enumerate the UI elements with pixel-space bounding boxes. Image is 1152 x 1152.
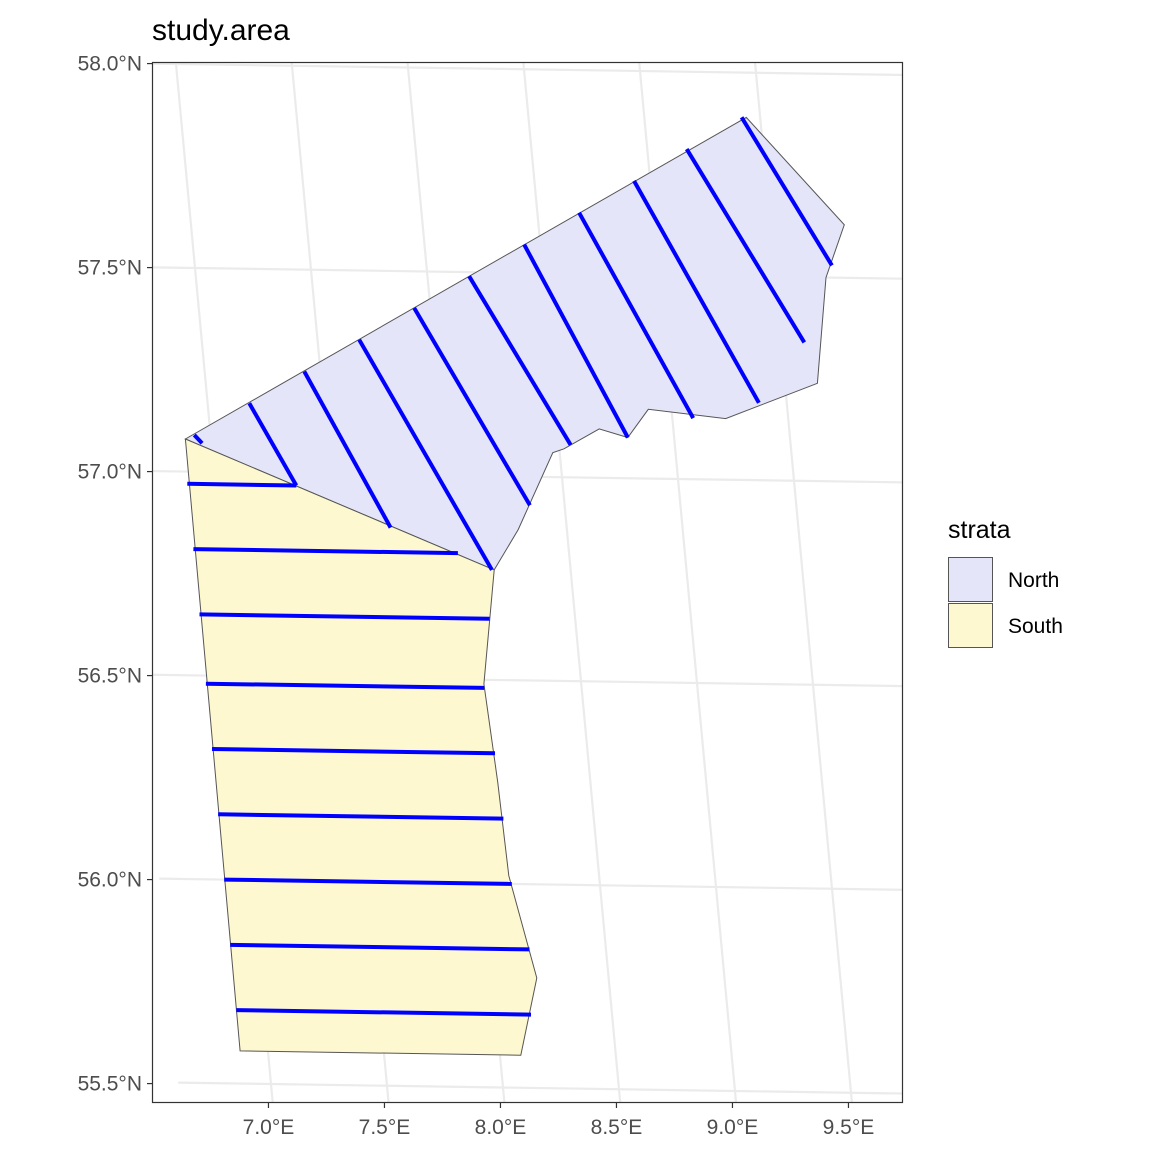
panel-border	[151, 61, 904, 1104]
strata-layer	[184, 116, 845, 1056]
y-tick-label: 57.0°N	[78, 461, 142, 484]
x-tick-label: 7.5°E	[359, 1116, 411, 1139]
transect-line	[522, 243, 630, 439]
legend-key-north	[948, 557, 993, 602]
transect-line	[412, 306, 532, 507]
transect-line	[205, 681, 485, 690]
transect-line	[577, 211, 695, 420]
transect-line	[211, 747, 496, 756]
y-tick-label: 55.5°N	[78, 1073, 142, 1096]
chart-title: study.area	[152, 14, 290, 47]
x-tick-label: 9.0°E	[707, 1116, 759, 1139]
transect-line	[632, 179, 761, 404]
transect-line	[236, 1008, 532, 1017]
transect-line	[357, 338, 494, 571]
x-tick-label: 7.0°E	[243, 1116, 295, 1139]
y-tick-label: 56.5°N	[78, 665, 142, 688]
transect-layer	[187, 116, 834, 1017]
transect-line	[247, 402, 299, 487]
x-axis: 7.0°E 7.5°E 8.0°E 8.5°E 9.0°E 9.5°E	[243, 1102, 875, 1139]
legend-label-south: South	[1008, 615, 1063, 638]
y-tick-label: 56.0°N	[78, 869, 142, 892]
x-tick-label: 8.0°E	[475, 1116, 527, 1139]
transect-line	[739, 116, 834, 267]
transect-line	[302, 370, 393, 529]
legend-key-south	[948, 603, 993, 648]
meridian-line	[522, 62, 622, 1103]
transect-line	[218, 812, 504, 821]
transect-line	[684, 148, 807, 344]
legend: strata North South	[948, 516, 1063, 648]
parallel-line	[152, 62, 903, 77]
legend-title: strata	[948, 516, 1011, 544]
transect-line	[192, 433, 204, 445]
stratum-south	[184, 438, 538, 1056]
x-tick-label: 8.5°E	[591, 1116, 643, 1139]
y-tick-label: 58.0°N	[78, 53, 142, 76]
transect-line	[224, 877, 512, 886]
transect-line	[230, 942, 530, 952]
transect-line	[193, 547, 458, 556]
legend-label-north: North	[1008, 569, 1059, 592]
y-axis: 55.5°N 56.0°N 56.5°N 57.0°N 57.5°N 58.0°N	[78, 53, 153, 1096]
transect-line	[467, 275, 573, 446]
transect-line	[199, 612, 490, 621]
x-tick-label: 9.5°E	[823, 1116, 875, 1139]
y-tick-label: 57.5°N	[78, 257, 142, 280]
transect-line	[187, 481, 297, 488]
parallel-line	[178, 1081, 903, 1095]
